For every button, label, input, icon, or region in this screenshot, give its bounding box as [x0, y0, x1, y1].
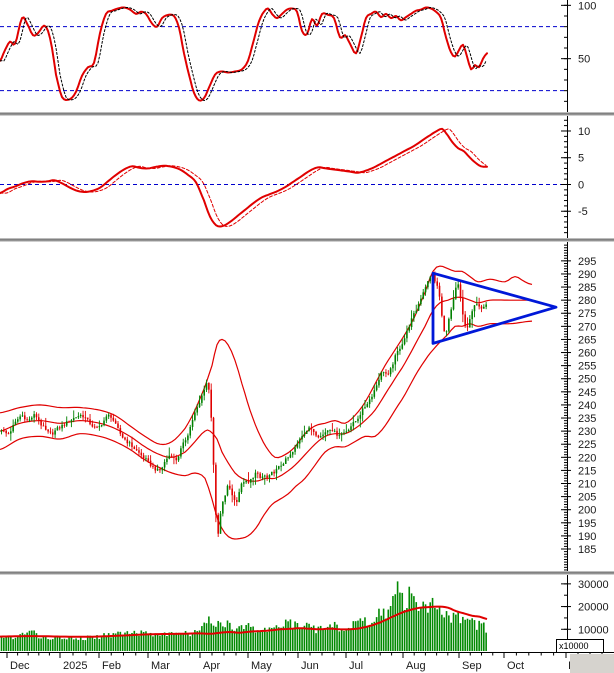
y-tick-label: 185 — [578, 544, 596, 556]
stochastic-oscillator-svg: 100 50 — [0, 0, 596, 112]
panel-separator[interactable] — [0, 571, 614, 575]
y-tick-label: 280 — [578, 295, 596, 307]
volume-unit-label: x10000 — [556, 639, 604, 653]
month-label: Oct — [507, 660, 524, 672]
y-tick-label: 215 — [578, 465, 596, 477]
x-axis: Dec 2025 Feb Mar Apr May Jun Jul Aug Sep Oct I — [0, 652, 614, 673]
volume-ma — [0, 605, 488, 638]
stochastic-panel[interactable]: 100 50 — [0, 0, 614, 112]
y-axis: 30000 20000 10000 — [561, 575, 609, 652]
resize-corner[interactable] — [570, 654, 614, 673]
bollinger-upper — [0, 265, 533, 459]
y-tick-label: 260 — [578, 348, 596, 360]
y-axis: 2952902852802752702652602552502452402352… — [561, 242, 596, 571]
y-tick-label: 295 — [578, 256, 596, 268]
month-label: Apr — [203, 660, 220, 672]
y-tick-label: 50 — [578, 54, 590, 66]
bollinger-middle — [0, 296, 532, 482]
y-tick-label: 210 — [578, 479, 596, 491]
bollinger-bands — [0, 265, 533, 540]
x-axis-svg: Dec 2025 Feb Mar Apr May Jun Jul Aug Sep Oct I — [0, 652, 614, 672]
y-tick-label: 30000 — [578, 579, 609, 591]
y-tick-label: 245 — [578, 387, 596, 399]
macd-panel[interactable]: 10 5 0 -5 — [0, 116, 614, 238]
macd-signal — [0, 128, 487, 227]
y-tick-label: 205 — [578, 492, 596, 504]
stochastic-main — [0, 6, 488, 102]
axis-end-label: I — [568, 660, 571, 672]
volume-panel[interactable]: 30000 20000 10000 — [0, 575, 614, 652]
y-tick-label: 230 — [578, 426, 596, 438]
month-label: Dec — [10, 660, 30, 672]
price-candlestick-chart-svg: 2952902852802752702652602552502452402352… — [0, 242, 596, 571]
month-label: Sep — [462, 660, 482, 672]
y-axis: 100 50 — [561, 0, 596, 112]
y-tick-label: -5 — [578, 206, 588, 218]
volume-chart-svg: 30000 20000 10000 — [0, 575, 609, 652]
y-tick-label: 195 — [578, 518, 596, 530]
price-panel[interactable]: 295 290 285 280 275 270 265 260 255 250 245 240 235 2… — [0, 242, 614, 571]
y-tick-label: 240 — [578, 400, 596, 412]
y-tick-label: 275 — [578, 308, 596, 320]
macd-main — [0, 127, 488, 228]
bollinger-lower — [0, 320, 533, 540]
panel-separator[interactable] — [0, 238, 614, 242]
month-label: Aug — [406, 660, 426, 672]
y-tick-label: 220 — [578, 452, 596, 464]
month-label: May — [251, 660, 272, 672]
month-label: Jul — [349, 660, 363, 672]
y-tick-label: 20000 — [578, 602, 609, 614]
y-axis: 10 5 0 -5 — [561, 116, 590, 238]
y-tick-label: 285 — [578, 282, 596, 294]
y-tick-label: 100 — [578, 0, 596, 12]
month-label: 2025 — [63, 660, 87, 672]
stochastic-signal — [0, 7, 487, 101]
y-tick-label: 250 — [578, 374, 596, 386]
macd-indicator-svg: 10 5 0 -5 — [0, 116, 590, 238]
volume-bars — [0, 581, 487, 651]
panel-separator[interactable] — [0, 112, 614, 116]
y-tick-label: 190 — [578, 531, 596, 543]
y-tick-label: 225 — [578, 439, 596, 451]
y-tick-label: 200 — [578, 505, 596, 517]
y-tick-label: 5 — [578, 153, 584, 165]
y-tick-label: 235 — [578, 413, 596, 425]
month-label: Jun — [301, 660, 319, 672]
y-tick-label: 10 — [578, 126, 590, 138]
month-label: Feb — [102, 660, 121, 672]
y-tick-label: 0 — [578, 179, 584, 191]
y-tick-label: 290 — [578, 269, 596, 281]
y-tick-label: 265 — [578, 334, 596, 346]
triangle-annotation[interactable] — [431, 271, 558, 345]
y-tick-label: 255 — [578, 361, 596, 373]
month-label: Mar — [151, 660, 170, 672]
y-tick-label: 10000 — [578, 624, 609, 636]
candlesticks — [0, 271, 487, 537]
y-tick-label: 270 — [578, 321, 596, 333]
